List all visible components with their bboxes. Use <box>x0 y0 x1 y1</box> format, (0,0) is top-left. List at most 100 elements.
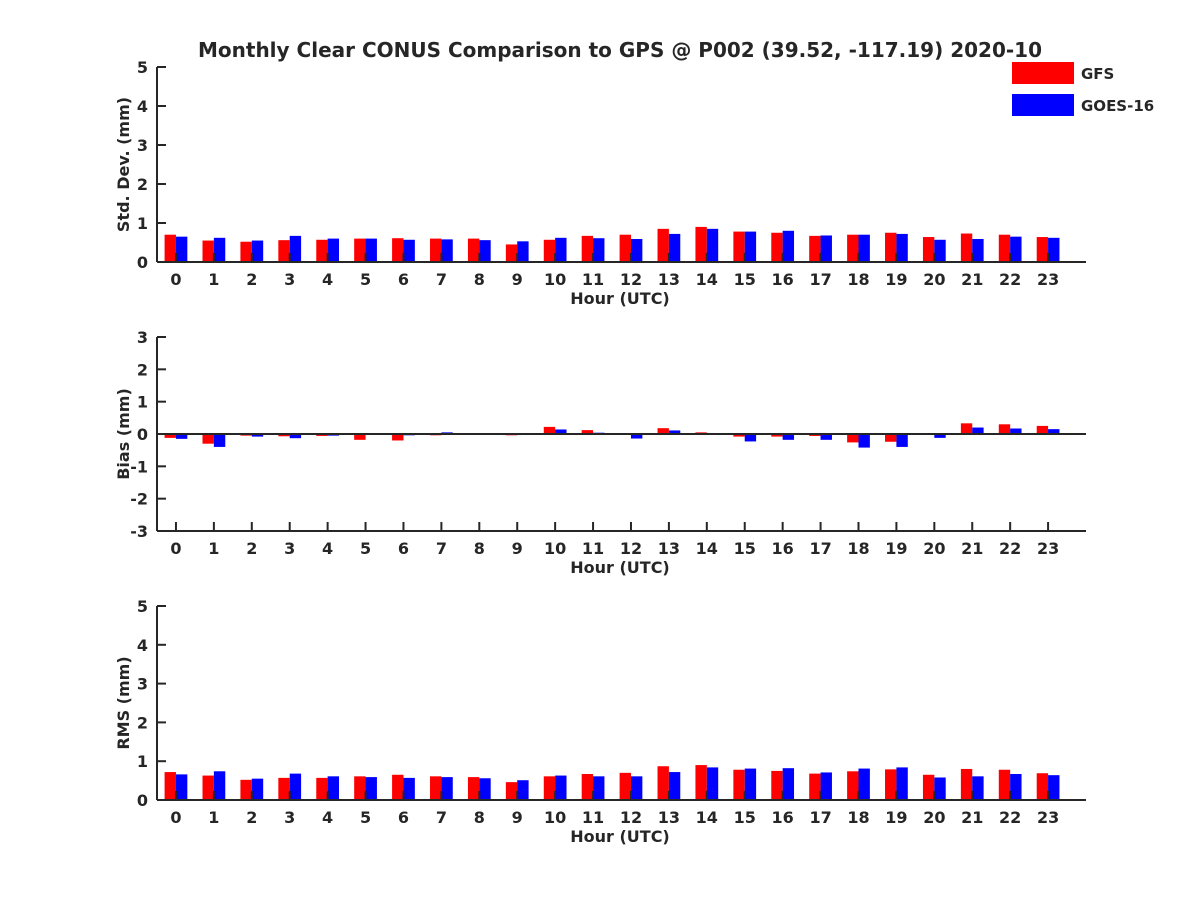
bias-ytick-label: -3 <box>130 522 148 541</box>
rms-xtick-label: 16 <box>772 808 794 827</box>
rms-xtick-label: 5 <box>360 808 371 827</box>
std-dev-bar-goes16 <box>896 233 908 262</box>
rms-xtick-label: 4 <box>322 808 333 827</box>
std-dev-xtick-label: 20 <box>923 270 945 289</box>
std-dev-xtick-label: 9 <box>512 270 523 289</box>
bias-xtick-label: 1 <box>208 539 219 558</box>
std-dev-bar-gfs <box>202 240 214 262</box>
bias-xtick-label: 13 <box>658 539 680 558</box>
rms-xtick-label: 8 <box>474 808 485 827</box>
chart-title: Monthly Clear CONUS Comparison to GPS @ … <box>198 38 1042 62</box>
rms-bar-gfs <box>998 769 1011 800</box>
bias-xtick-label: 8 <box>474 539 485 558</box>
bias-xlabel: Hour (UTC) <box>570 558 670 577</box>
std-dev-bar-goes16 <box>858 234 870 262</box>
rms-xtick-label: 13 <box>658 808 680 827</box>
std-dev-bar-goes16 <box>706 228 719 262</box>
std-dev-bar-gfs <box>733 231 745 262</box>
std-dev-xtick-label: 3 <box>284 270 295 289</box>
std-dev-xtick-label: 12 <box>620 270 642 289</box>
rms-xtick-label: 1 <box>208 808 219 827</box>
std-dev-xtick-label: 11 <box>582 270 604 289</box>
rms-bar-gfs <box>467 777 480 800</box>
legend-swatch-gfs <box>1012 62 1074 84</box>
bias-xtick-label: 6 <box>398 539 409 558</box>
std-dev-xtick-label: 4 <box>322 270 333 289</box>
rms-ytick-label: 0 <box>137 791 148 810</box>
rms-xtick-label: 10 <box>544 808 566 827</box>
std-dev-ytick-label: 0 <box>137 253 148 272</box>
std-dev-bar-gfs <box>771 232 783 262</box>
bias-xtick-label: 14 <box>696 539 718 558</box>
std-dev-bar-goes16 <box>934 239 946 262</box>
rms-xtick-label: 18 <box>847 808 869 827</box>
bias-bar-goes16 <box>782 434 795 440</box>
std-dev-xtick-label: 16 <box>772 270 794 289</box>
std-dev-xtick-label: 0 <box>170 270 181 289</box>
std-dev-bar-goes16 <box>517 241 529 262</box>
bias-bar-goes16 <box>858 434 870 448</box>
std-dev-ytick-label: 2 <box>137 175 148 194</box>
rms-bar-gfs <box>164 772 176 800</box>
bias-xtick-label: 23 <box>1037 539 1059 558</box>
rms-xtick-label: 23 <box>1037 808 1059 827</box>
rms-bar-gfs <box>809 773 821 800</box>
bias-xtick-label: 7 <box>436 539 447 558</box>
std-dev-ytick-label: 4 <box>137 97 148 116</box>
bias-bar-goes16 <box>820 434 832 440</box>
std-dev-ytick-label: 5 <box>137 58 148 77</box>
rms-bar-goes16 <box>1010 774 1022 800</box>
std-dev-xtick-label: 10 <box>544 270 566 289</box>
std-dev-xtick-label: 15 <box>734 270 756 289</box>
bias-ytick-label: 0 <box>137 425 148 444</box>
bias-bar-gfs <box>733 434 745 437</box>
rms-bar-gfs <box>392 774 404 800</box>
rms-bar-gfs <box>202 775 214 800</box>
std-dev-bar-goes16 <box>668 233 681 262</box>
rms-bar-goes16 <box>972 776 984 800</box>
rms-bar-gfs <box>316 777 328 800</box>
std-dev-xtick-label: 8 <box>474 270 485 289</box>
rms-bar-gfs <box>240 779 252 800</box>
bias-ytick-label: 2 <box>137 360 148 379</box>
bias-bar-goes16 <box>668 430 681 434</box>
bias-xtick-label: 18 <box>847 539 869 558</box>
rms-ytick-label: 5 <box>137 597 148 616</box>
rms-bar-goes16 <box>555 775 567 800</box>
rms-xtick-label: 22 <box>999 808 1021 827</box>
bias-bar-gfs <box>960 423 973 434</box>
std-dev-bar-gfs <box>809 235 821 262</box>
rms-bar-goes16 <box>706 767 719 800</box>
rms-bar-gfs <box>430 776 442 800</box>
std-dev-xtick-label: 17 <box>809 270 831 289</box>
rms-xtick-label: 12 <box>620 808 642 827</box>
bias-xtick-label: 10 <box>544 539 566 558</box>
std-dev-bar-goes16 <box>213 237 226 262</box>
bias-bar-goes16 <box>175 434 188 439</box>
rms-xtick-label: 14 <box>696 808 718 827</box>
rms-bar-goes16 <box>251 778 264 800</box>
rms-ylabel: RMS (mm) <box>114 656 133 749</box>
rms-bar-gfs <box>505 782 518 800</box>
std-dev-bar-gfs <box>922 237 935 262</box>
std-dev-xtick-label: 2 <box>246 270 257 289</box>
bias-bar-goes16 <box>555 429 567 434</box>
std-dev-xtick-label: 13 <box>658 270 680 289</box>
bias-ytick-label: 3 <box>137 328 148 347</box>
std-dev-bar-goes16 <box>327 238 340 262</box>
bias-xtick-label: 2 <box>246 539 257 558</box>
rms-xtick-label: 9 <box>512 808 523 827</box>
rms-bar-gfs <box>581 774 594 800</box>
std-dev-bar-gfs <box>885 232 897 262</box>
std-dev-bar-gfs <box>467 238 480 262</box>
bias-xtick-label: 3 <box>284 539 295 558</box>
rms-bar-gfs <box>619 772 631 800</box>
std-dev-bar-goes16 <box>365 238 377 262</box>
rms-xtick-label: 17 <box>809 808 831 827</box>
legend-label-gfs: GFS <box>1081 65 1114 83</box>
bias-bar-gfs <box>847 434 859 443</box>
bias-bar-gfs <box>164 434 176 438</box>
rms-xtick-label: 20 <box>923 808 945 827</box>
bias-xtick-label: 0 <box>170 539 181 558</box>
